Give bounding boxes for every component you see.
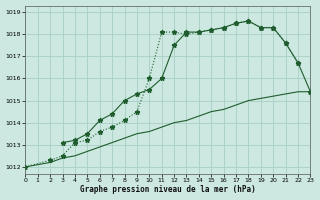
- X-axis label: Graphe pression niveau de la mer (hPa): Graphe pression niveau de la mer (hPa): [80, 185, 256, 194]
